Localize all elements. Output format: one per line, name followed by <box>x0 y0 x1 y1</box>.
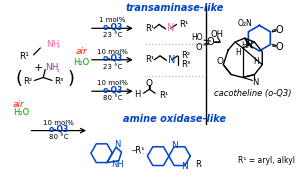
Text: R¹ = aryl, alkyl: R¹ = aryl, alkyl <box>238 156 295 165</box>
Text: 80 °C: 80 °C <box>103 95 122 101</box>
Text: 10 mol%: 10 mol% <box>43 120 74 126</box>
Text: 80 °C: 80 °C <box>49 134 69 140</box>
Text: 10 mol%: 10 mol% <box>97 49 128 55</box>
Text: R¹: R¹ <box>159 91 168 100</box>
Text: air: air <box>13 100 25 108</box>
Text: O: O <box>207 37 214 47</box>
Text: o-Q3: o-Q3 <box>102 23 123 32</box>
Text: –R¹: –R¹ <box>131 146 145 155</box>
Text: ₂: ₂ <box>57 43 60 49</box>
Text: O: O <box>275 25 283 35</box>
Text: N: N <box>171 141 178 150</box>
Text: R³: R³ <box>182 60 191 69</box>
Text: air: air <box>75 47 87 57</box>
Text: H₂O: H₂O <box>13 108 29 117</box>
Text: OH: OH <box>211 30 224 39</box>
Text: ₂: ₂ <box>57 67 60 73</box>
Text: (: ( <box>15 70 22 88</box>
Text: O₂N: O₂N <box>238 19 253 28</box>
Text: R¹: R¹ <box>146 55 155 64</box>
Text: R¹: R¹ <box>146 24 155 33</box>
Text: N: N <box>167 23 174 33</box>
Text: R: R <box>196 160 201 169</box>
Text: 1 mol%: 1 mol% <box>99 17 126 23</box>
Text: NH: NH <box>46 40 60 49</box>
Text: o-Q3: o-Q3 <box>102 54 123 63</box>
Text: H₂O: H₂O <box>73 58 89 67</box>
Text: 23 °C: 23 °C <box>103 32 122 38</box>
Text: N: N <box>182 162 188 171</box>
Text: R¹: R¹ <box>179 20 189 29</box>
Text: +: + <box>34 63 43 73</box>
Text: N: N <box>168 55 175 65</box>
Text: ): ) <box>68 70 75 88</box>
Text: o-Q3: o-Q3 <box>102 86 123 95</box>
Text: o-Q3: o-Q3 <box>49 125 69 134</box>
Text: HO: HO <box>191 33 203 42</box>
Text: H: H <box>254 57 259 66</box>
Text: H: H <box>134 90 141 99</box>
Text: R¹: R¹ <box>19 52 29 61</box>
Text: N: N <box>252 78 259 87</box>
Text: 10 mol%: 10 mol% <box>97 80 128 86</box>
Text: R²: R² <box>182 51 191 60</box>
Text: R²: R² <box>24 77 33 86</box>
Text: cacotheline (o-Q3): cacotheline (o-Q3) <box>214 89 291 98</box>
Text: NH: NH <box>45 63 59 72</box>
Text: 23 °C: 23 °C <box>103 64 122 70</box>
Text: HN: HN <box>241 40 252 50</box>
Text: O: O <box>146 79 153 88</box>
Text: transaminase-like: transaminase-like <box>125 3 224 13</box>
Text: N: N <box>114 140 120 149</box>
Text: O: O <box>217 57 224 66</box>
Text: NH: NH <box>111 160 124 169</box>
Text: H: H <box>235 48 241 57</box>
Text: R³: R³ <box>54 77 63 86</box>
Text: O: O <box>196 43 202 51</box>
Text: O: O <box>275 42 283 52</box>
Text: amine oxidase-like: amine oxidase-like <box>123 114 226 124</box>
